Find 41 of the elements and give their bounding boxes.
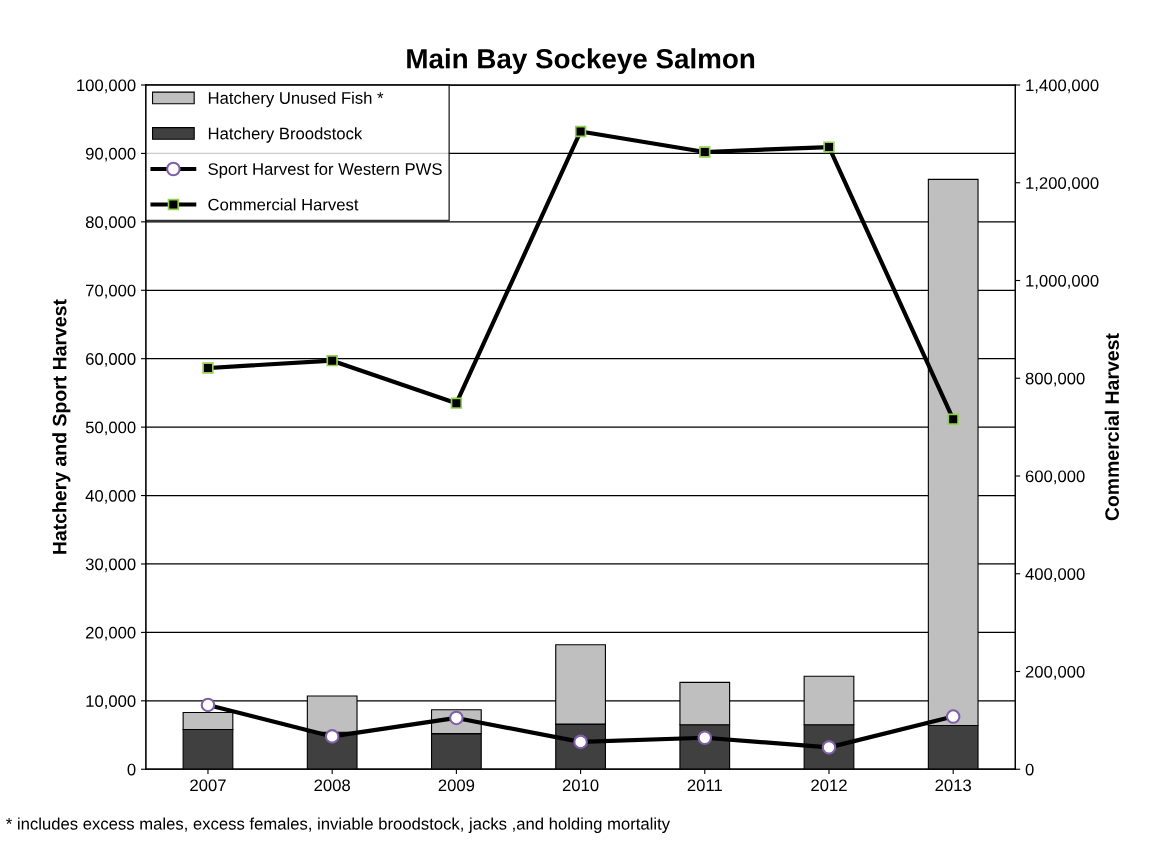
y-tick-label: 60,000 — [86, 353, 136, 367]
text: * includes excess males, excess females, inviable broodstock, jacks ,and holding mortality — [6, 817, 670, 833]
point — [450, 397, 463, 409]
point — [699, 146, 711, 158]
y-tick-label: 0 — [127, 763, 136, 776]
x-tick-label: 2007 — [190, 779, 226, 792]
point — [947, 413, 959, 426]
legend-label: Commercial Harvest — [208, 198, 359, 211]
point — [823, 141, 835, 153]
y-tick-label: 90,000 — [85, 147, 136, 162]
x-tick-label: 2008 — [314, 779, 350, 792]
point — [574, 125, 587, 138]
y2-axis-title: Commercial Harvest — [1104, 333, 1119, 521]
x-tick-label: 2009 — [438, 779, 475, 792]
y2-tick-label: 1,400,000 — [1026, 79, 1099, 94]
y-tick-label: 20,000 — [86, 626, 136, 641]
legend-label: Sport Harvest for Western PWS — [208, 162, 442, 179]
y2-tick-label: 800,000 — [1025, 372, 1085, 387]
y2-tick-label: 1,000,000 — [1026, 274, 1099, 289]
y-tick-label: 80,000 — [85, 216, 136, 231]
y2-tick-label: 1,200,000 — [1026, 177, 1099, 191]
y2-tick-label: 200,000 — [1025, 665, 1085, 680]
y2-tick-label: 600,000 — [1025, 470, 1085, 485]
y-tick-label: 40,000 — [85, 489, 136, 504]
x-tick-label: 2011 — [687, 779, 722, 792]
x-tick-label: 2013 — [935, 779, 971, 792]
y-tick-label: 50,000 — [85, 421, 136, 436]
legend-label: Hatchery Unused Fish * — [208, 91, 384, 108]
y-tick-label: 30,000 — [85, 558, 136, 573]
y2-tick-label: 0 — [1025, 763, 1034, 776]
y-tick-label: 70,000 — [86, 284, 136, 299]
chart-title: Main Bay Sockeye Salmon — [407, 48, 755, 75]
y-tick-label: 10,000 — [86, 695, 136, 709]
y-tick-label: 100,000 — [77, 79, 136, 94]
point — [202, 362, 214, 374]
point — [326, 354, 338, 367]
y2-tick-label: 400,000 — [1025, 568, 1085, 582]
legend-label: Hatchery Broodstock — [208, 127, 363, 143]
y-axis-title: Hatchery and Sport Harvest — [52, 299, 71, 554]
x-tick-label: 2010 — [562, 779, 599, 792]
x-tick-label: 2012 — [811, 779, 847, 792]
